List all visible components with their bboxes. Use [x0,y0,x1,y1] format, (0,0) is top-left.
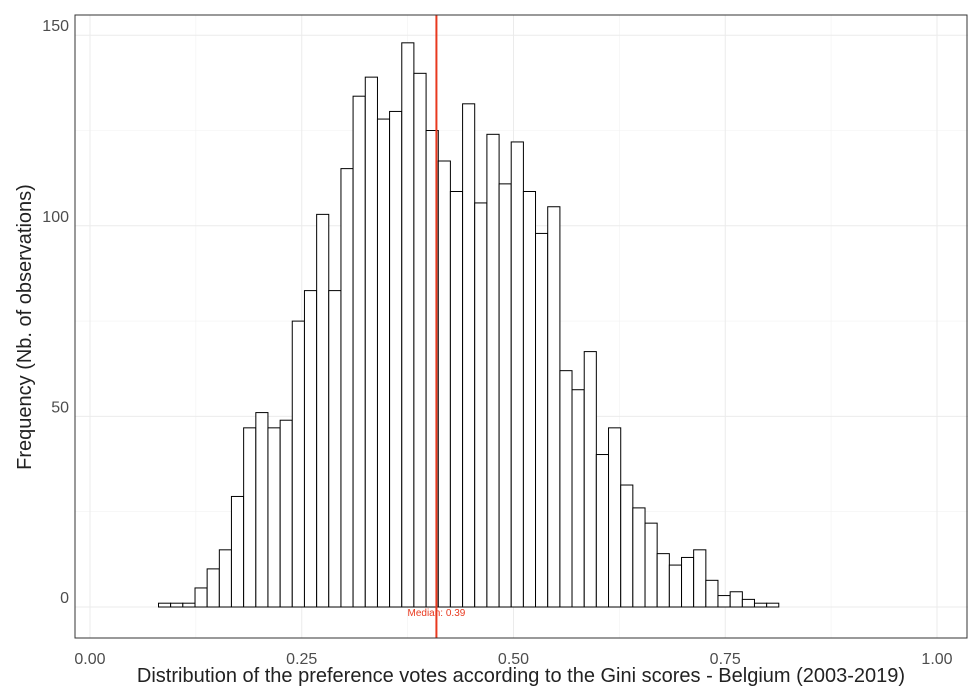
bar [535,232,549,608]
bar [717,595,731,608]
x-tick-label: 0.50 [498,651,529,668]
bar [182,602,196,608]
bar [340,168,354,608]
bar [158,602,172,608]
bar [291,320,305,608]
y-tick-label: 50 [51,399,69,416]
bar [194,587,208,608]
bar [620,484,634,608]
bar [681,556,695,608]
bar [559,370,573,608]
plot-border [74,14,968,639]
bar [243,427,257,608]
bar [170,602,184,608]
bar [316,213,330,608]
bar [632,507,646,608]
y-tick-label: 0 [60,590,69,607]
bar [766,602,780,608]
bar [705,579,719,608]
bar [571,389,585,608]
bar [218,549,232,608]
bar [608,427,622,608]
bar [267,427,281,608]
y-axis-title: Frequency (Nb. of observations) [14,184,36,470]
bar [729,591,743,608]
bar [364,76,378,608]
y-tick-label: 150 [42,18,69,35]
bar [413,72,427,608]
bar [474,202,488,608]
bar [206,568,220,608]
bar [595,454,610,608]
x-tick-label: 1.00 [921,651,952,668]
bar [255,412,269,608]
bar [522,190,537,608]
bar [753,602,768,608]
x-axis-title: Distribution of the preference votes acc… [137,665,905,687]
bar [328,290,342,608]
bar [656,553,670,608]
bar [486,133,500,608]
bar [376,118,391,608]
bar [583,351,597,608]
bar [510,141,524,608]
x-tick-label: 0.00 [74,651,105,668]
bar [303,290,318,608]
bar [230,495,245,608]
bar [668,564,683,608]
bar [547,206,561,608]
bar [449,190,464,608]
bar [437,160,451,608]
bar [741,598,755,608]
bar [389,110,403,608]
median-label: Median: 0.39 [408,608,466,619]
bar [401,42,415,608]
bar [462,103,476,608]
x-tick-label: 0.25 [286,651,317,668]
y-tick-label: 100 [42,209,69,226]
bar [644,522,658,608]
bar [693,549,707,608]
bar [352,95,366,608]
bar [279,419,293,608]
bar [498,183,512,608]
x-tick-label: 0.75 [710,651,741,668]
